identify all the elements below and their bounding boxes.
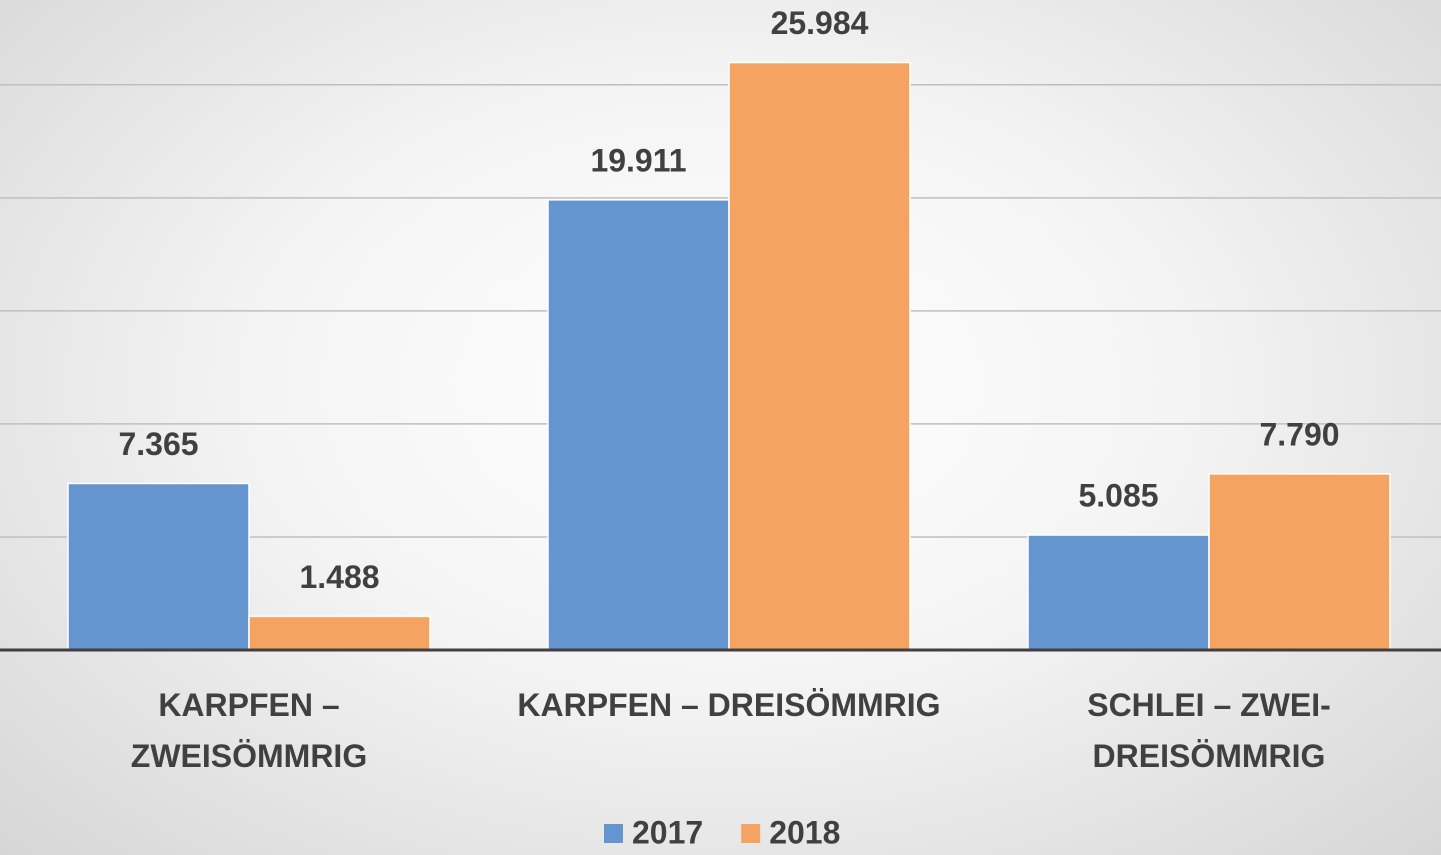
- bar: [1027, 534, 1210, 651]
- legend-label: 2018: [769, 814, 840, 850]
- legend-swatch: [604, 824, 623, 843]
- value-label: 7.790: [1259, 416, 1339, 452]
- x-tick-label: KARPFEN – DREISÖMMRIG: [517, 687, 941, 723]
- bar: [248, 615, 431, 651]
- value-label: 1.488: [299, 559, 379, 595]
- x-tick-label: KARPFEN – ZWEISÖMMRIG: [130, 687, 368, 774]
- value-label: 25.984: [771, 5, 869, 41]
- bar: [728, 61, 911, 651]
- bar: [1208, 473, 1391, 651]
- x-tick-label: SCHLEI – ZWEI-DREISÖMMRIG: [1087, 687, 1331, 774]
- value-label: 19.911: [590, 142, 686, 178]
- legend-swatch: [741, 824, 761, 843]
- bar: [67, 482, 250, 651]
- legend-label: 2017: [632, 814, 703, 850]
- value-label: 5.085: [1078, 477, 1158, 513]
- bar: [547, 199, 730, 651]
- value-label: 7.365: [118, 426, 198, 462]
